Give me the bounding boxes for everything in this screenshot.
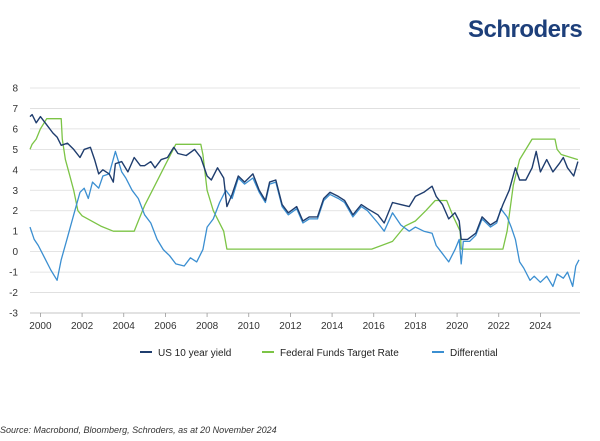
y-tick-label: 0 bbox=[12, 247, 18, 258]
y-tick-label: 6 bbox=[12, 124, 18, 135]
y-tick-label: 8 bbox=[12, 84, 18, 95]
y-axis-ticks: 8 7 6 5 4 3 2 1 0 -1 -2 -3 bbox=[9, 84, 18, 320]
series-line-federal-funds-target-rate bbox=[29, 118, 579, 250]
y-tick-label: 1 bbox=[12, 227, 18, 238]
source-note: Source: Macrobond, Bloomberg, Schroders,… bbox=[0, 425, 277, 435]
x-tick-label: 2014 bbox=[321, 321, 344, 332]
x-tick-label: 2004 bbox=[113, 321, 136, 332]
x-tick-label: 2010 bbox=[238, 321, 261, 332]
x-tick-label: 2002 bbox=[71, 321, 94, 332]
legend-label: US 10 year yield bbox=[158, 348, 231, 359]
y-tick-label: 4 bbox=[12, 165, 18, 176]
y-tick-label: 3 bbox=[12, 186, 18, 197]
x-tick-label: 2012 bbox=[279, 321, 302, 332]
legend-label: Differential bbox=[450, 348, 498, 359]
x-tick-label: 2008 bbox=[196, 321, 219, 332]
x-tick-label: 2000 bbox=[29, 321, 52, 332]
x-tick-label: 2022 bbox=[488, 321, 511, 332]
x-tick-label: 2018 bbox=[404, 321, 427, 332]
x-tick-label: 2024 bbox=[529, 321, 552, 332]
series-line-us-10-year-yield bbox=[29, 113, 579, 241]
y-tick-label: -2 bbox=[9, 288, 18, 299]
x-axis-ticks: 2000 2002 2004 2006 2008 2010 2012 2014 2016 2018… bbox=[29, 312, 580, 332]
legend: US 10 year yield Federal Funds Target Rat… bbox=[140, 348, 498, 359]
y-tick-label: -3 bbox=[9, 309, 18, 320]
gridlines bbox=[30, 87, 580, 314]
brand-logo: Schroders bbox=[468, 16, 583, 43]
series-line-differential bbox=[29, 150, 580, 288]
legend-label: Federal Funds Target Rate bbox=[280, 348, 399, 359]
y-tick-label: -1 bbox=[9, 268, 18, 279]
x-tick-label: 2016 bbox=[363, 321, 386, 332]
y-tick-label: 2 bbox=[12, 206, 18, 217]
x-tick-label: 2006 bbox=[154, 321, 177, 332]
y-tick-label: 7 bbox=[12, 104, 18, 115]
y-tick-label: 5 bbox=[12, 145, 18, 156]
x-tick-label: 2020 bbox=[446, 321, 469, 332]
series-lines bbox=[29, 113, 580, 288]
